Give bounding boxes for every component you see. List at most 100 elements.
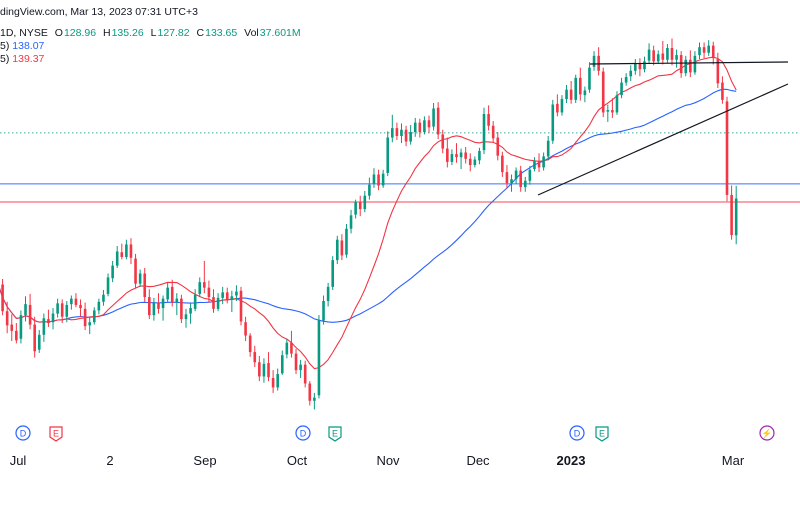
candle-body bbox=[326, 286, 330, 301]
candle-body bbox=[551, 104, 555, 141]
candle-body bbox=[134, 258, 137, 284]
event-marker-d bbox=[295, 425, 311, 441]
candle-body bbox=[115, 251, 119, 266]
low-value: 127.82 bbox=[157, 27, 190, 39]
candle-body bbox=[368, 184, 371, 196]
candle-body bbox=[487, 114, 490, 126]
candle-body bbox=[418, 122, 422, 133]
candle-body bbox=[303, 364, 307, 384]
candle-body bbox=[519, 170, 522, 188]
candle-body bbox=[679, 55, 683, 74]
ma1-legend: 5) 138.07 bbox=[0, 40, 44, 52]
candle-body bbox=[620, 82, 623, 96]
close-value: 133.65 bbox=[205, 27, 238, 39]
candle-body bbox=[436, 107, 440, 135]
candle-body bbox=[5, 311, 9, 326]
candle-body bbox=[354, 202, 357, 215]
candle-body bbox=[216, 297, 220, 309]
candle-body bbox=[661, 53, 665, 60]
event-marker-label: D bbox=[300, 429, 307, 439]
candle-body bbox=[606, 110, 610, 112]
event-marker-label: D bbox=[574, 429, 581, 439]
moving-average-blue bbox=[0, 88, 737, 323]
candle-body bbox=[230, 296, 234, 300]
candle-body bbox=[675, 55, 678, 60]
event-marker-label: E bbox=[599, 429, 605, 439]
candle-body bbox=[560, 99, 564, 113]
candle-body bbox=[721, 82, 724, 100]
ma1-prefix: 5) bbox=[0, 40, 10, 52]
candle-body bbox=[689, 59, 692, 73]
candle-body bbox=[358, 202, 362, 210]
ma2-prefix: 5) bbox=[0, 53, 10, 65]
candle-body bbox=[37, 334, 41, 350]
volume-label: Vol bbox=[244, 27, 259, 39]
candle-body bbox=[556, 103, 559, 113]
candle-body bbox=[381, 173, 385, 186]
candle-body bbox=[432, 108, 435, 127]
candle-body bbox=[1, 284, 4, 312]
candle-body bbox=[51, 313, 55, 323]
event-marker-e bbox=[328, 426, 342, 442]
x-axis-label: Oct bbox=[287, 453, 308, 468]
candle-body bbox=[65, 304, 69, 317]
candle-body bbox=[248, 335, 252, 353]
candle-body bbox=[510, 179, 513, 184]
candle-body bbox=[446, 148, 449, 162]
candle-body bbox=[592, 55, 596, 67]
candle-body bbox=[70, 298, 73, 305]
candle-body bbox=[253, 352, 257, 363]
candle-body bbox=[450, 154, 454, 162]
candle-body bbox=[258, 362, 261, 377]
candle-body bbox=[656, 54, 660, 62]
event-marker-d bbox=[569, 425, 585, 441]
candle-body bbox=[647, 49, 651, 61]
candle-body bbox=[478, 150, 481, 161]
event-marker-label: ⚡ bbox=[761, 428, 772, 440]
candle-body bbox=[47, 319, 50, 323]
candle-body bbox=[505, 172, 509, 184]
source-header: dingView.com, Mar 13, 2023 07:31 UTC+3 bbox=[0, 6, 198, 18]
candle-body bbox=[221, 292, 224, 298]
candle-body bbox=[629, 70, 633, 77]
candle-body bbox=[528, 169, 532, 181]
candle-body bbox=[280, 355, 284, 374]
candle-body bbox=[588, 67, 591, 90]
candle-body bbox=[707, 45, 710, 53]
candle-body bbox=[565, 89, 568, 100]
x-axis-label: Mar bbox=[722, 453, 745, 468]
ma1-value: 138.07 bbox=[12, 40, 45, 52]
candle-body bbox=[244, 322, 247, 336]
candle-body bbox=[441, 134, 445, 149]
candle-body bbox=[468, 158, 472, 166]
candle-body bbox=[120, 252, 124, 257]
candle-body bbox=[125, 244, 128, 257]
candle-body bbox=[533, 161, 536, 169]
ma2-legend: 5) 139.37 bbox=[0, 53, 44, 65]
candle-body bbox=[88, 322, 91, 326]
candle-body bbox=[345, 228, 348, 255]
candle-body bbox=[601, 71, 605, 113]
candle-body bbox=[294, 353, 298, 371]
event-marker-label: E bbox=[53, 429, 59, 439]
candle-body bbox=[363, 195, 367, 210]
candle-body bbox=[391, 128, 394, 138]
candle-body bbox=[175, 298, 179, 303]
candle-body bbox=[203, 282, 206, 288]
candle-body bbox=[372, 174, 376, 184]
candle-body bbox=[464, 152, 467, 159]
candle-body bbox=[92, 310, 96, 323]
event-marker-split bbox=[759, 425, 775, 441]
event-marker-d bbox=[15, 425, 31, 441]
candle-body bbox=[166, 287, 169, 300]
candle-body bbox=[638, 62, 642, 70]
candle-body bbox=[413, 122, 417, 133]
x-axis-label: Nov bbox=[376, 453, 400, 468]
candle-body bbox=[395, 128, 399, 136]
candle-body bbox=[193, 294, 197, 309]
candle-body bbox=[491, 125, 495, 139]
candle-body bbox=[386, 137, 390, 173]
candle-body bbox=[129, 244, 133, 258]
